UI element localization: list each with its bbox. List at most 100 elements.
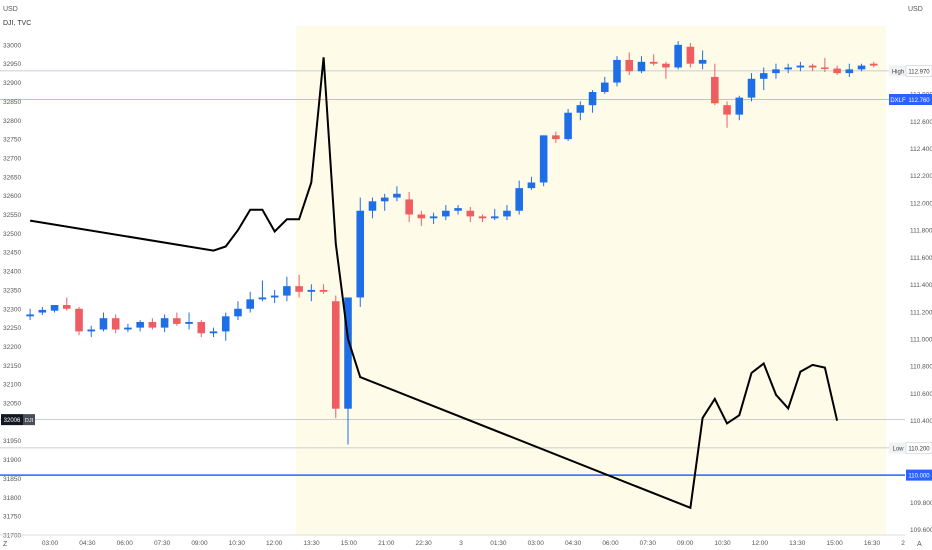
candle-body [564,112,572,140]
x-tick-label: 13:30 [303,540,320,547]
right-tick-label: 111.400 [910,282,932,289]
candle [686,42,695,68]
high-marker-value: 112.970 [908,69,930,75]
x-tick-label: 09:00 [677,540,694,547]
candle-body [283,286,291,296]
candle [698,50,707,70]
left-tick-label: 32100 [3,382,21,389]
candle-body [87,329,96,332]
candle [637,56,646,74]
right-tick-label: 112.400 [910,146,932,153]
left-tick-label: 32250 [3,325,21,332]
candle [283,276,291,302]
candle [759,67,768,91]
candle-body [527,182,536,189]
right-tick-label: 109.800 [910,500,932,507]
left-tick-label: 32450 [3,250,21,257]
candle-body [637,61,646,72]
candle-body [869,63,878,66]
candle-body [429,216,438,219]
candle-body [552,135,560,140]
candle-body [344,297,352,409]
x-tick-label: 21:00 [378,540,395,547]
candle [380,193,389,211]
high-marker-label-box [889,65,907,77]
candle [723,101,731,128]
candle-body [417,214,426,219]
candle [539,135,548,187]
candle [735,95,744,121]
candle [833,65,841,76]
x-tick-label: 04:30 [565,540,582,547]
candle [344,297,352,445]
candle-body [625,59,634,72]
candle [772,63,780,79]
candle-body [686,46,695,64]
candle [747,73,756,102]
candle [209,327,218,338]
candle-body [588,91,597,106]
candle [331,295,340,419]
candle-body [466,210,475,217]
candle-body [63,305,71,309]
candle [552,131,560,143]
candle-body [148,321,157,328]
guide-lines [0,70,905,476]
candle [857,63,866,72]
candle [442,205,450,221]
candle-body [759,73,768,79]
low-marker-value: 110.200 [908,446,930,452]
candle [429,212,438,224]
candle-body [197,321,206,334]
candle [63,297,71,311]
candle-body [234,308,242,317]
left-tick-label: 32750 [3,137,21,144]
overlay-line-series [29,57,839,510]
candle [527,176,536,191]
x-tick-label: 07:30 [640,540,657,547]
candle [454,205,462,215]
candle-body [221,316,230,332]
candle-body [99,318,108,330]
candle [246,291,254,313]
candle-body [209,331,218,334]
session-highlight [296,26,886,535]
right-tick-label: 112.200 [910,173,932,180]
left-unit-label: USD [3,6,18,13]
candle [319,284,328,294]
level-marker-value: 110.000 [908,474,930,480]
candle-body [246,299,254,309]
candle [576,101,585,121]
candle-body [539,135,548,183]
candle-body [442,210,450,217]
candle-body [368,201,377,211]
high-marker: High 112.970 [889,65,932,77]
left-tick-label: 32550 [3,212,21,219]
level-marker: 110.000 [906,469,932,481]
left-tick-label: 32200 [3,344,21,351]
candle [796,61,805,72]
candle-body [808,65,817,68]
left-tick-label: 32400 [3,269,21,276]
low-marker-value-box [905,442,932,454]
candle-body [503,210,511,217]
candle [417,210,426,226]
right-markers: High 112.970 DXLF 112.760 Low 110.200 110.000 3… [1,65,932,481]
x-tick-label: 04:30 [79,540,96,547]
high-marker-value-box [905,65,932,77]
candle-body [50,305,59,311]
auto-scale-button[interactable]: A [917,541,922,548]
candle [600,76,609,94]
left-tick-label: 32950 [3,61,21,68]
candle-body [735,97,744,115]
left-tick-label: 32350 [3,287,21,294]
candle-body [380,197,389,202]
candle [466,206,475,223]
x-tick-label: 03:00 [42,540,59,547]
candle-body [124,327,132,330]
candle-body [319,289,328,292]
left-tick-label: 32800 [3,118,21,125]
candle [564,108,572,141]
candle-body [270,295,279,298]
left-tick-label: 32650 [3,174,21,181]
